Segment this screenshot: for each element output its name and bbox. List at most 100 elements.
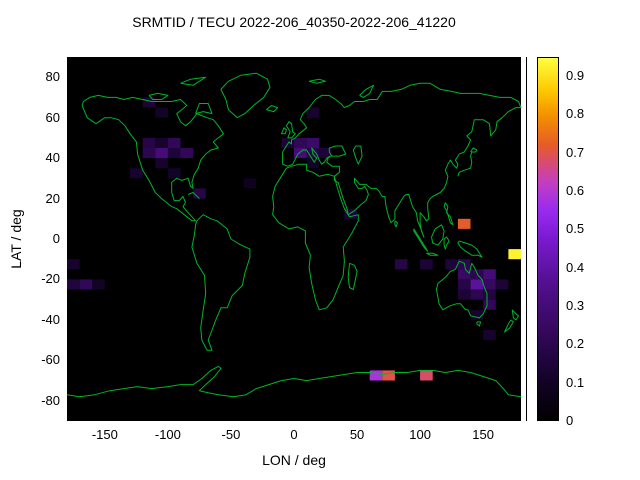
x-tick-label: 0 [290, 427, 298, 442]
coastline-svalbard [308, 78, 326, 84]
tec-cell [167, 137, 181, 148]
tec-cell [483, 269, 496, 280]
tec-cell [420, 259, 433, 270]
coastline-antarctica [67, 365, 522, 398]
coastline-new_zealand_south [504, 319, 514, 333]
tec-cell [457, 218, 471, 229]
tec-cell [155, 107, 168, 118]
tec-cell [470, 289, 484, 300]
coastline-victoria_island [148, 92, 169, 100]
colorbar-tick-label: 0.3 [566, 298, 585, 314]
tec-cell [483, 299, 496, 310]
coastline-sulawesi [443, 236, 450, 250]
world-map-heatmap [67, 57, 527, 421]
coastline-sri_lanka [394, 220, 398, 228]
map-background [67, 57, 521, 421]
coastline-eurasia [282, 82, 522, 238]
y-tick-label: -60 [41, 352, 60, 368]
coastline-north_america [81, 94, 224, 222]
coastline-africa [272, 163, 359, 311]
tec-cell [457, 269, 471, 280]
tec-cell [180, 148, 194, 159]
coastline-java [426, 252, 439, 256]
tec-cell [445, 259, 458, 270]
tec-cell [508, 249, 521, 260]
tec-cell [294, 137, 307, 148]
coastline-south_america [191, 214, 251, 351]
coastline-greenland [220, 72, 271, 119]
coastline-cuba [187, 192, 200, 199]
coastline-tasmania [476, 321, 482, 327]
x-tick-label: 100 [409, 427, 431, 442]
tec-cell [79, 279, 93, 290]
tec-cell [483, 289, 496, 300]
x-tick-label: -150 [91, 427, 118, 442]
colorbar-gradient [537, 57, 559, 421]
tec-cell [495, 279, 509, 290]
coastline-ireland [280, 127, 287, 135]
tec-cell [457, 289, 471, 300]
x-tick-label: -50 [221, 427, 241, 442]
y-tick-label: 80 [45, 69, 60, 85]
coastline-new_zealand_north [511, 309, 519, 321]
coastline-novaya_zemlya [359, 84, 374, 98]
tec-cell [344, 208, 357, 219]
colorbar-tick-label: 0.1 [566, 374, 585, 390]
tec-cell [306, 158, 320, 169]
y-tick-label: 20 [45, 190, 60, 206]
coastline-madagascar [347, 262, 358, 291]
colorbar-tick-label: 0 [566, 413, 574, 428]
y-tick-label: 0 [52, 231, 60, 246]
tec-cell [67, 259, 80, 270]
x-tick-label: 50 [349, 427, 365, 442]
tec-cell [92, 279, 105, 290]
tec-cell [470, 279, 484, 290]
y-tick-label: 60 [45, 109, 60, 125]
tec-cell [470, 269, 484, 280]
coastline-philippines [443, 202, 454, 226]
colorbar-tick-label: 0.5 [566, 221, 585, 237]
y-tick-label: -20 [41, 271, 60, 287]
y-tick-label: 40 [45, 150, 60, 166]
x-tick-label: 150 [472, 427, 494, 442]
tec-cell [142, 137, 156, 148]
coastline-britain [285, 121, 296, 139]
colorbar-tick-label: 0.7 [566, 144, 585, 160]
colorbar-tick-label: 0.9 [566, 68, 585, 84]
colorbar-tick-label: 0.2 [566, 336, 585, 352]
tec-cell [483, 279, 496, 290]
coastline-australia [436, 260, 488, 319]
tec-cell [369, 370, 383, 381]
coastline-borneo [431, 224, 445, 246]
tec-cell [167, 168, 181, 179]
coastline-caspian_sea [352, 145, 363, 165]
coastline-baffin_island [195, 103, 213, 115]
coastline-japan [457, 147, 478, 177]
tec-cell [142, 148, 156, 159]
chart-title: SRMTID / TECU 2022-206_40350-2022-206_41… [132, 14, 456, 30]
tec-cell [281, 137, 294, 148]
tec-cell [483, 330, 496, 341]
y-tick-label: -40 [41, 311, 60, 327]
tec-cell [243, 178, 257, 189]
colorbar-tick-label: 0.6 [566, 183, 585, 199]
colorbar-tick-label: 0.8 [566, 106, 585, 122]
tec-cell [420, 370, 433, 381]
tec-cell [306, 137, 320, 148]
tec-cell [294, 148, 307, 159]
coastline-new_guinea [457, 240, 483, 258]
tec-cell [155, 137, 168, 148]
tec-cell [155, 148, 168, 159]
tec-cell [394, 259, 408, 270]
x-tick-label: -100 [154, 427, 181, 442]
tec-cell [130, 168, 143, 179]
tec-cell [193, 188, 206, 199]
tec-cell [382, 370, 395, 381]
coastline-sumatra [413, 228, 429, 252]
tec-cell [306, 107, 320, 118]
colorbar-tick-label: 0.4 [566, 259, 585, 275]
tec-cell [67, 279, 80, 290]
tec-cell [155, 158, 168, 169]
coastline-iceland [265, 105, 279, 113]
